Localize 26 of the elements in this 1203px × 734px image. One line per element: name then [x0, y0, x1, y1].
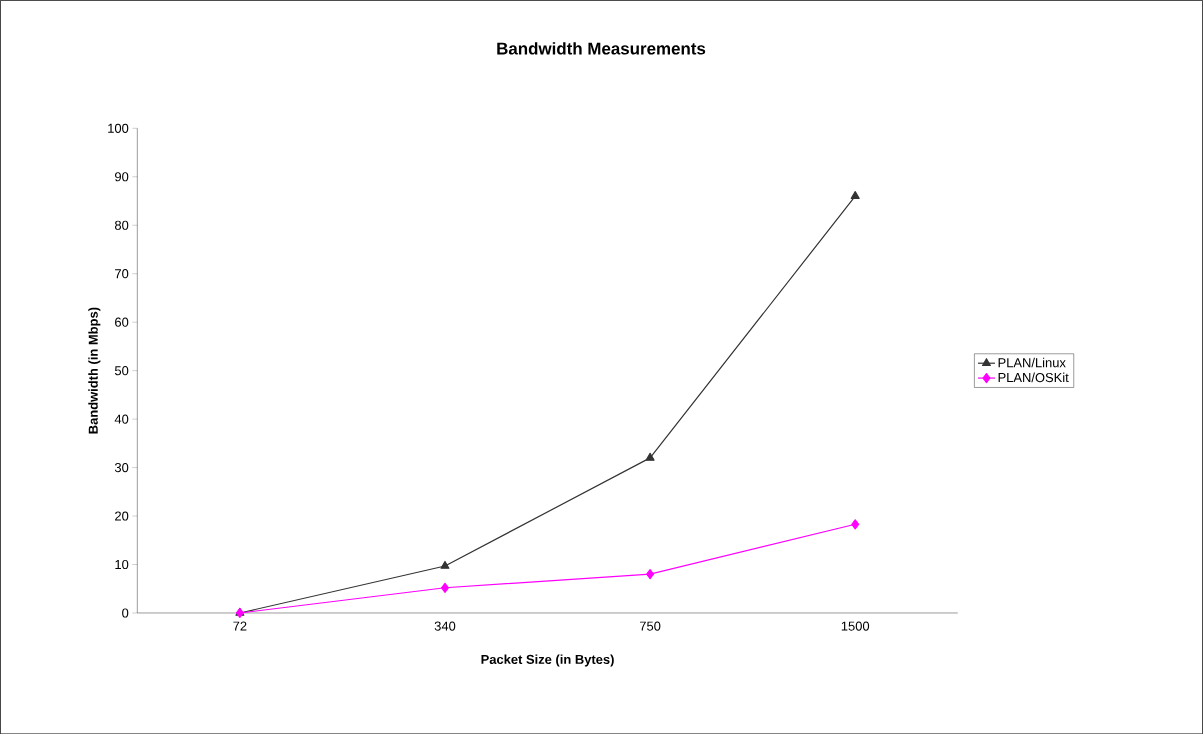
x-axis-title: Packet Size (in Bytes) — [481, 654, 614, 667]
point — [440, 560, 450, 569]
point — [645, 452, 655, 461]
point — [850, 190, 860, 199]
point — [646, 568, 655, 580]
y-tick-label: 100 — [108, 123, 129, 133]
y-tick-label: 10 — [115, 559, 129, 569]
y-tick-label: 80 — [114, 220, 129, 230]
x-tick-label: 1500 — [841, 621, 870, 631]
y-axis-title: Bandwidth (in Mbps) — [88, 307, 101, 434]
y-tick-label: 60 — [115, 317, 129, 327]
y-tick-label: 50 — [114, 365, 129, 376]
point — [851, 519, 860, 530]
y-tick-label: 70 — [115, 268, 129, 279]
y-tick-label: 0 — [122, 608, 129, 618]
chart-title: Bandwidth Measurements — [497, 42, 706, 55]
y-tick-label: 30 — [114, 462, 129, 473]
x-tick-label: 340 — [434, 621, 456, 631]
y-tick-label: 20 — [115, 511, 129, 521]
legend-label: PLAN/OSKit — [998, 372, 1069, 382]
x-tick-label: 750 — [639, 621, 661, 631]
legend-label: PLAN/Linux — [998, 357, 1066, 368]
y-tick-label: 90 — [115, 172, 129, 182]
y-tick-label: 40 — [114, 414, 129, 424]
x-tick-label: 72 — [233, 621, 247, 631]
point — [441, 582, 449, 593]
